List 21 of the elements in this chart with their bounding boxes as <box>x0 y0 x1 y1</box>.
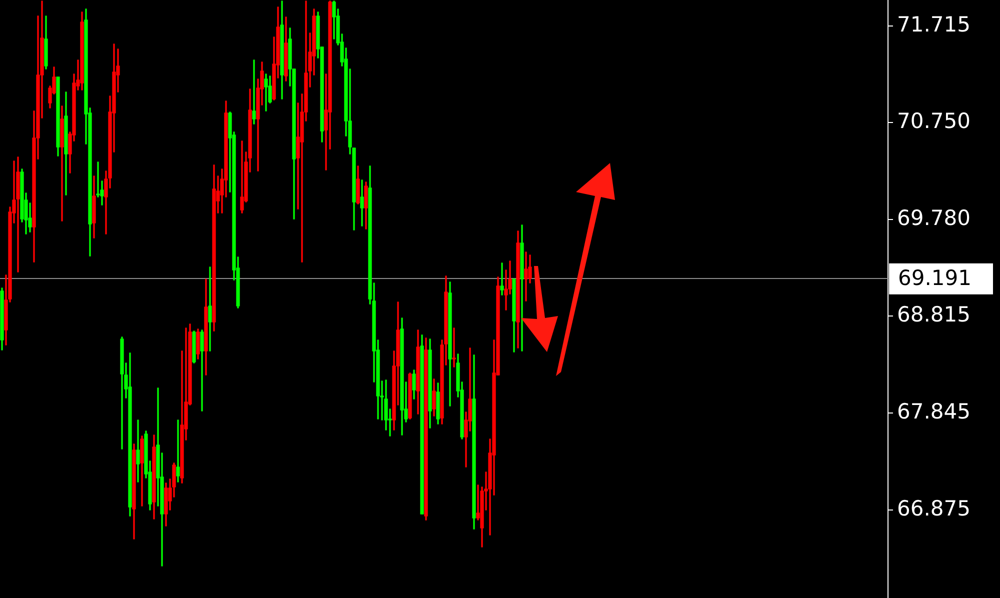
candlestick <box>264 74 268 112</box>
candlestick <box>96 162 100 198</box>
candlestick <box>208 266 212 352</box>
candlestick <box>200 330 204 412</box>
y-tick-label: 67.845 <box>897 399 970 424</box>
ref-line-label: 69.191 <box>898 266 972 290</box>
y-tick-label: 70.750 <box>897 108 970 133</box>
y-tick-label: 68.815 <box>897 302 970 326</box>
candlestick <box>500 262 504 296</box>
y-tick-label: 66.875 <box>897 496 970 520</box>
candlestick <box>252 60 256 124</box>
y-tick-label: 69.780 <box>897 206 970 230</box>
candlestick <box>452 328 456 368</box>
candlestick <box>360 180 364 226</box>
candlestick <box>16 156 20 272</box>
candlestick <box>60 106 64 222</box>
candlestick <box>240 140 244 214</box>
y-tick-label: 71.715 <box>897 12 970 36</box>
candlestick <box>176 420 180 482</box>
candlestick <box>136 420 140 482</box>
candlestick <box>524 252 528 302</box>
